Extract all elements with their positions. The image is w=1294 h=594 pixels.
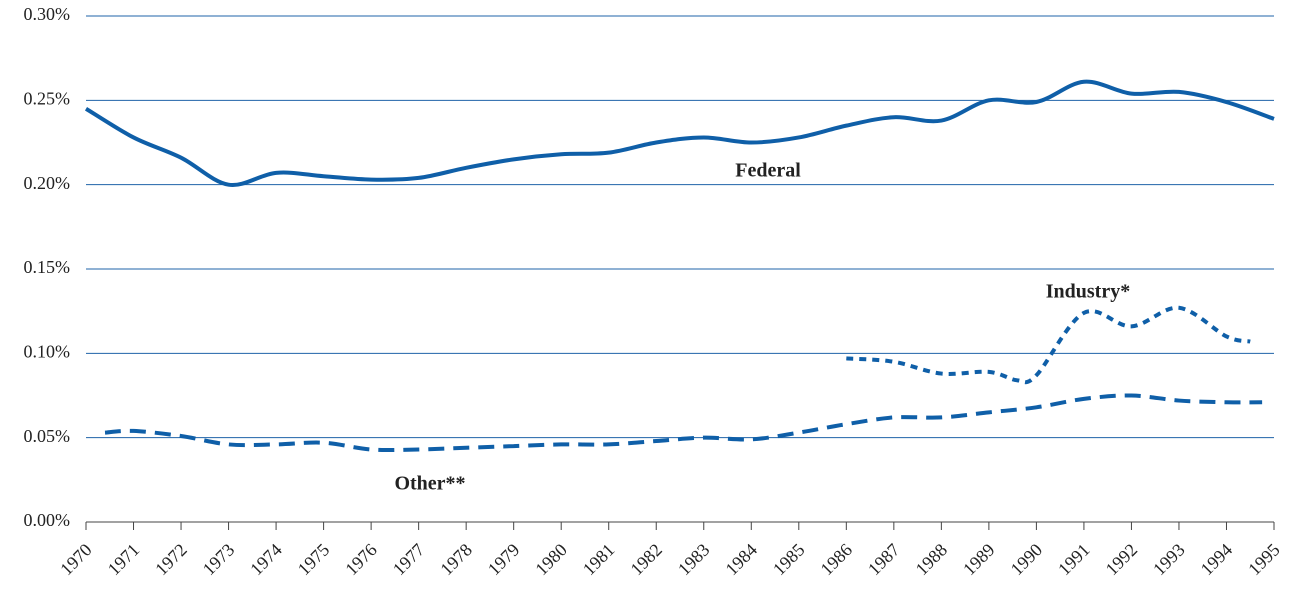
- x-tick-label: 1988: [912, 540, 952, 580]
- series-line: [104, 393, 1263, 453]
- x-tick-label: 1989: [959, 540, 999, 580]
- y-tick-label: 0.20%: [24, 173, 71, 193]
- x-tick-label: 1987: [864, 540, 904, 580]
- y-tick-label: 0.30%: [24, 4, 71, 24]
- x-tick-label: 1985: [769, 540, 809, 580]
- y-tick-label: 0.10%: [24, 341, 71, 361]
- x-tick-label: 1980: [531, 540, 571, 580]
- x-tick-label: 1994: [1197, 540, 1237, 580]
- x-tick-label: 1973: [199, 540, 239, 580]
- x-tick-label: 1992: [1102, 540, 1142, 580]
- annotation: Other**: [394, 473, 465, 495]
- y-tick-label: 0.25%: [24, 88, 71, 108]
- x-tick-label: 1975: [294, 540, 334, 580]
- y-tick-label: 0.05%: [24, 426, 71, 446]
- annotation: Industry*: [1046, 281, 1130, 303]
- x-tick-label: 1972: [151, 540, 191, 580]
- x-tick-label: 1981: [579, 540, 619, 580]
- x-tick-label: 1971: [104, 540, 144, 580]
- x-tick-label: 1977: [389, 540, 429, 580]
- x-tick-label: 1984: [721, 540, 761, 580]
- x-tick-label: 1974: [246, 540, 286, 580]
- y-tick-label: 0.00%: [24, 510, 71, 530]
- series-line: [846, 305, 1251, 385]
- x-tick-label: 1970: [56, 540, 96, 580]
- x-tick-label: 1990: [1007, 540, 1047, 580]
- x-tick-label: 1986: [816, 540, 856, 580]
- x-tick-label: 1983: [674, 540, 714, 580]
- annotation: Federal: [735, 160, 801, 182]
- x-tick-label: 1979: [484, 540, 524, 580]
- x-tick-label: 1978: [436, 540, 476, 580]
- x-tick-label: 1995: [1244, 540, 1284, 580]
- x-tick-label: 1976: [341, 540, 381, 580]
- x-tick-label: 1991: [1054, 540, 1094, 580]
- series-line: [84, 79, 1275, 187]
- y-tick-label: 0.15%: [24, 257, 71, 277]
- x-tick-label: 1982: [626, 540, 666, 580]
- x-tick-label: 1993: [1149, 540, 1189, 580]
